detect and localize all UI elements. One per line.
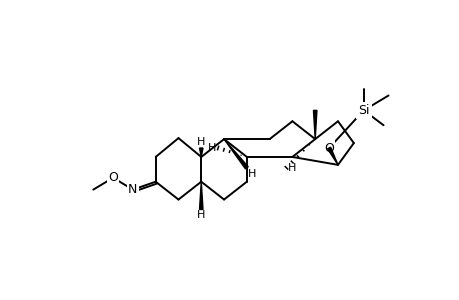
Text: N: N	[128, 183, 137, 196]
Polygon shape	[199, 182, 202, 209]
Text: H: H	[287, 163, 295, 173]
Text: O: O	[324, 142, 333, 154]
Text: H: H	[247, 169, 256, 179]
Polygon shape	[199, 148, 202, 157]
Text: H: H	[196, 137, 205, 147]
Polygon shape	[327, 147, 337, 165]
Text: H: H	[207, 143, 216, 153]
Text: O: O	[108, 171, 118, 184]
Polygon shape	[313, 110, 316, 139]
Text: H: H	[196, 210, 205, 220]
Text: Si: Si	[357, 104, 369, 117]
Polygon shape	[224, 139, 248, 169]
